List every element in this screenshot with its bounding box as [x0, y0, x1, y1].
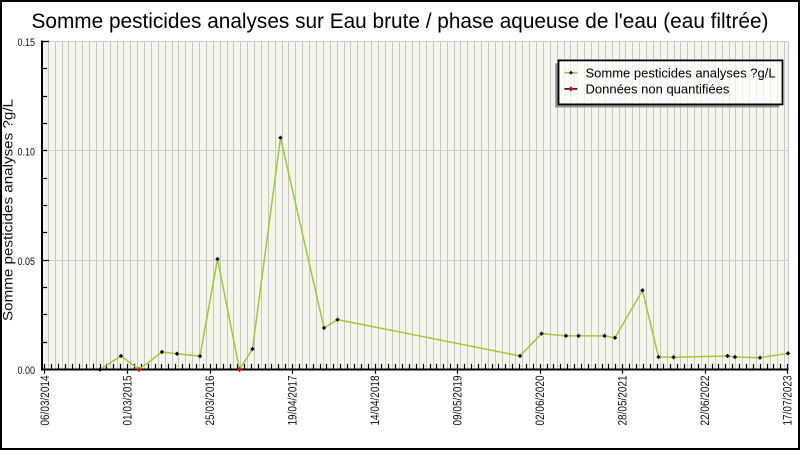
svg-text:25/03/2016: 25/03/2016 [205, 376, 217, 426]
svg-text:06/03/2014: 06/03/2014 [40, 375, 52, 426]
svg-text:0.05: 0.05 [18, 256, 36, 268]
svg-text:0.10: 0.10 [18, 146, 36, 158]
svg-text:02/06/2020: 02/06/2020 [535, 376, 547, 426]
svg-text:17/07/2023: 17/07/2023 [783, 376, 795, 426]
svg-text:14/04/2018: 14/04/2018 [370, 376, 382, 426]
svg-text:Somme pesticides analyses sur: Somme pesticides analyses sur Eau brute … [32, 10, 769, 33]
svg-text:Somme pesticides analyses ?g/L: Somme pesticides analyses ?g/L [586, 66, 776, 81]
svg-text:Données non quantifiées: Données non quantifiées [586, 82, 730, 97]
svg-text:0.15: 0.15 [18, 37, 36, 49]
svg-text:22/06/2022: 22/06/2022 [700, 376, 712, 426]
svg-text:0.00: 0.00 [18, 365, 36, 377]
svg-text:Somme pesticides analyses ?g/L: Somme pesticides analyses ?g/L [1, 99, 17, 321]
svg-text:01/03/2015: 01/03/2015 [122, 376, 134, 426]
svg-text:09/05/2019: 09/05/2019 [452, 376, 464, 426]
svg-text:19/04/2017: 19/04/2017 [287, 376, 299, 426]
svg-text:28/05/2021: 28/05/2021 [617, 376, 629, 426]
